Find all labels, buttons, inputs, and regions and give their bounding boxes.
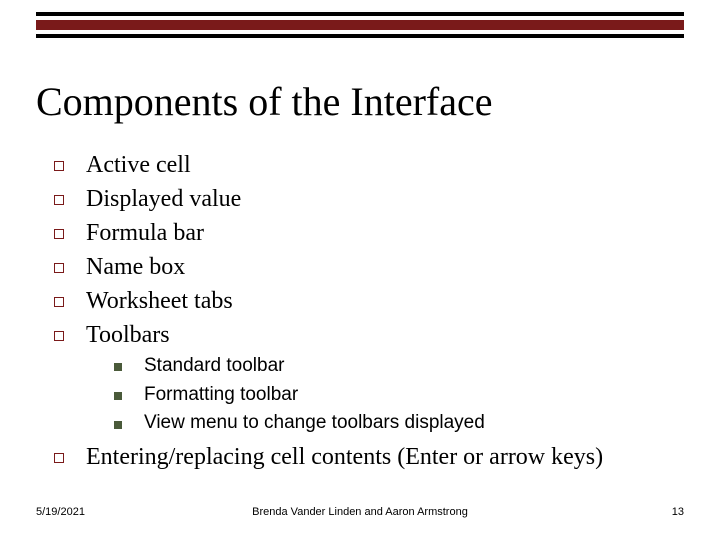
square-filled-icon [114,392,122,400]
bullet-text: Name box [86,252,185,282]
list-item: Worksheet tabs [36,286,684,316]
footer-author: Brenda Vander Linden and Aaron Armstrong [156,506,564,518]
square-filled-icon [114,421,122,429]
bullet-text: Toolbars [86,320,170,350]
bullet-text: Active cell [86,150,191,180]
list-item: Formatting toolbar [36,383,684,408]
footer-date: 5/19/2021 [36,506,156,518]
list-item: Toolbars [36,320,684,350]
square-open-icon [54,263,64,273]
square-open-icon [54,229,64,239]
square-filled-icon [114,363,122,371]
list-item: Formula bar [36,218,684,248]
bullet-text: View menu to change toolbars displayed [144,411,485,436]
square-open-icon [54,195,64,205]
top-bar-thin-1 [36,12,684,16]
list-item: Entering/replacing cell contents (Enter … [36,442,684,472]
list-item: Active cell [36,150,684,180]
slide: Components of the Interface Active cell … [0,0,720,540]
bullet-text: Displayed value [86,184,241,214]
bullet-text: Worksheet tabs [86,286,233,316]
list-item: Displayed value [36,184,684,214]
slide-footer: 5/19/2021 Brenda Vander Linden and Aaron… [36,506,684,518]
decorative-top-bars [36,12,684,38]
square-open-icon [54,297,64,307]
bullet-text: Entering/replacing cell contents (Enter … [86,442,603,472]
square-open-icon [54,453,64,463]
slide-content: Active cell Displayed value Formula bar … [36,150,684,476]
bullet-text: Formatting toolbar [144,383,298,408]
square-open-icon [54,161,64,171]
list-item: Standard toolbar [36,354,684,379]
footer-page-number: 13 [564,506,684,518]
top-bar-thin-2 [36,34,684,38]
list-item: Name box [36,252,684,282]
square-open-icon [54,331,64,341]
list-item: View menu to change toolbars displayed [36,411,684,436]
bullet-text: Standard toolbar [144,354,285,379]
top-bar-accent [36,20,684,30]
slide-title: Components of the Interface [36,78,493,125]
bullet-text: Formula bar [86,218,204,248]
